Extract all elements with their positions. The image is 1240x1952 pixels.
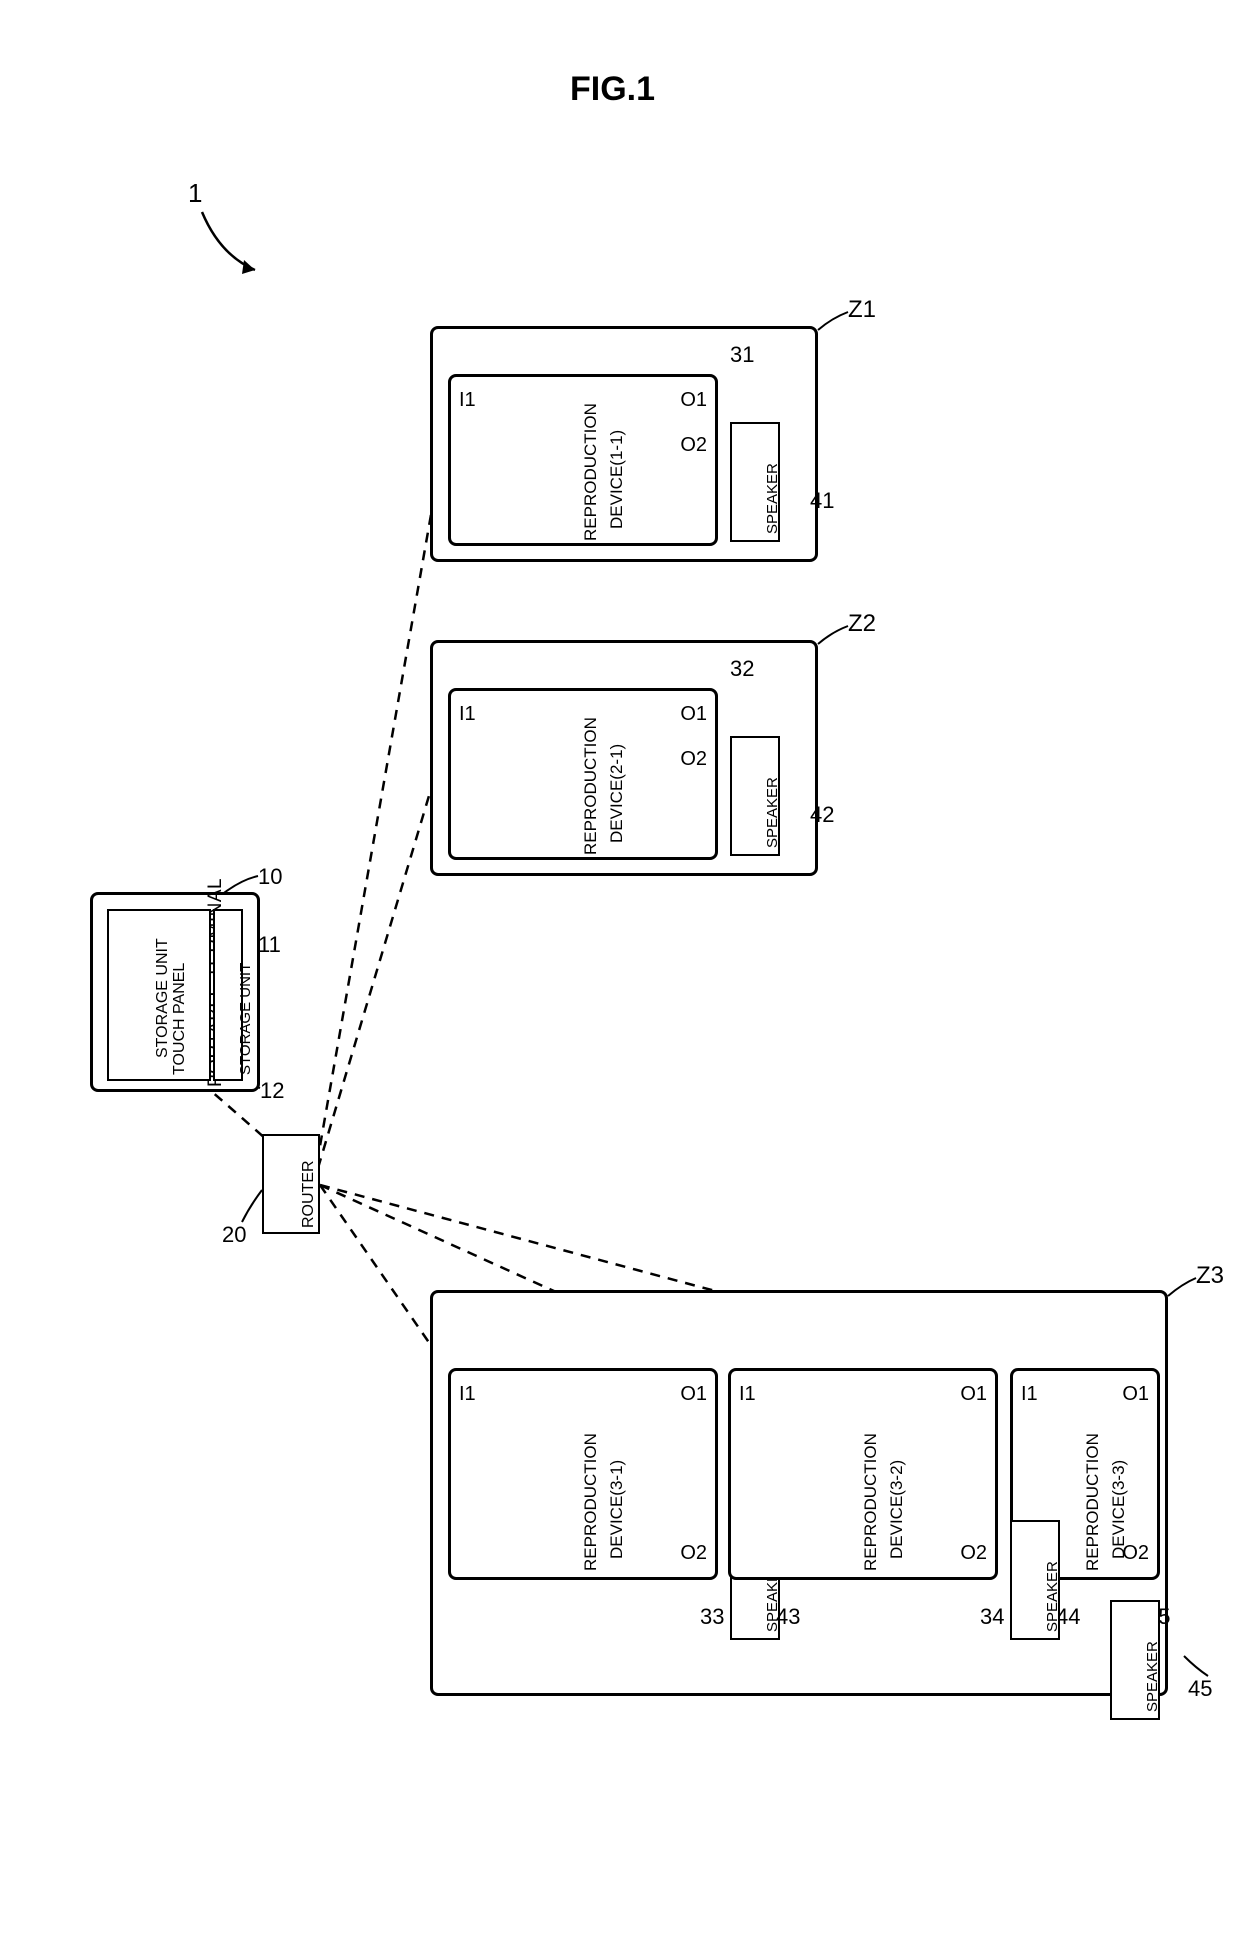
port-i1: I1 [739, 1383, 756, 1406]
port-o1: O1 [1122, 1383, 1149, 1406]
portable-terminal: PORTABLE TERMINAL TOUCH PANEL STORAGE UN… [90, 892, 260, 1092]
port-i1: I1 [459, 703, 476, 726]
device-3-2-line2: DEVICE(3-2) [887, 1460, 907, 1559]
port-o2: O2 [680, 1542, 707, 1565]
device-2-1-line2: DEVICE(2-1) [607, 744, 627, 843]
device-3-2-line1: REPRODUCTION [861, 1433, 881, 1571]
router-label: ROUTER [300, 1160, 318, 1228]
zone-z2-label: Z2 [848, 610, 876, 638]
port-o2: O2 [960, 1542, 987, 1565]
port-i1: I1 [1021, 1383, 1038, 1406]
ref-10: 10 [258, 864, 282, 890]
ref-45: 45 [1188, 1676, 1212, 1702]
device-3-1-line2: DEVICE(3-1) [607, 1460, 627, 1559]
port-o2: O2 [680, 748, 707, 771]
zone-z1-label: Z1 [848, 296, 876, 324]
ref-41: 41 [810, 488, 834, 514]
touch-panel-label: TOUCH PANEL [171, 963, 189, 1075]
ref-42: 42 [810, 802, 834, 828]
ref-43: 43 [776, 1604, 800, 1630]
speaker-42: SPEAKER [730, 736, 780, 856]
port-o1: O1 [680, 703, 707, 726]
port-o2: O2 [680, 434, 707, 457]
port-o1: O1 [960, 1383, 987, 1406]
ref-32: 32 [730, 656, 754, 682]
speaker-45-label: SPEAKER [1144, 1641, 1161, 1712]
device-3-3-line1: REPRODUCTION [1083, 1433, 1103, 1571]
device-3-2: I1 O1 O2 REPRODUCTION DEVICE(3-2) [728, 1368, 998, 1580]
device-3-1-line1: REPRODUCTION [581, 1433, 601, 1571]
device-1-1-line1: REPRODUCTION [581, 403, 601, 541]
device-1-1: I1 O1 O2 REPRODUCTION DEVICE(1-1) [448, 374, 718, 546]
port-o1: O1 [680, 389, 707, 412]
speaker-41-label: SPEAKER [764, 463, 781, 534]
speaker-44-label: SPEAKER [1044, 1561, 1061, 1632]
router: ROUTER [262, 1134, 320, 1234]
speaker-45: SPEAKER [1110, 1600, 1160, 1720]
device-3-1: I1 O1 O2 REPRODUCTION DEVICE(3-1) [448, 1368, 718, 1580]
ref-20: 20 [222, 1222, 246, 1248]
port-i1: I1 [459, 389, 476, 412]
port-i1: I1 [459, 1383, 476, 1406]
port-o1: O1 [680, 1383, 707, 1406]
device-2-1: I1 O1 O2 REPRODUCTION DEVICE(2-1) [448, 688, 718, 860]
ref-33: 33 [700, 1604, 724, 1630]
speaker-44: SPEAKER [1010, 1520, 1060, 1640]
ref-12: 12 [260, 1078, 284, 1104]
figure-page: FIG.1 1 [0, 0, 1240, 1952]
ref-34: 34 [980, 1604, 1004, 1630]
device-3-3-line2: DEVICE(3-3) [1109, 1460, 1129, 1559]
speaker-41: SPEAKER [730, 422, 780, 542]
zone-z3-label: Z3 [1196, 1262, 1224, 1290]
device-1-1-line2: DEVICE(1-1) [607, 430, 627, 529]
storage-unit-label: STORAGE UNIT [154, 938, 172, 1058]
storage-unit: STORAGE UNIT [213, 909, 243, 1081]
ref-31: 31 [730, 342, 754, 368]
speaker-42-label: SPEAKER [764, 777, 781, 848]
ref-11: 11 [258, 932, 281, 958]
device-2-1-line1: REPRODUCTION [581, 717, 601, 855]
